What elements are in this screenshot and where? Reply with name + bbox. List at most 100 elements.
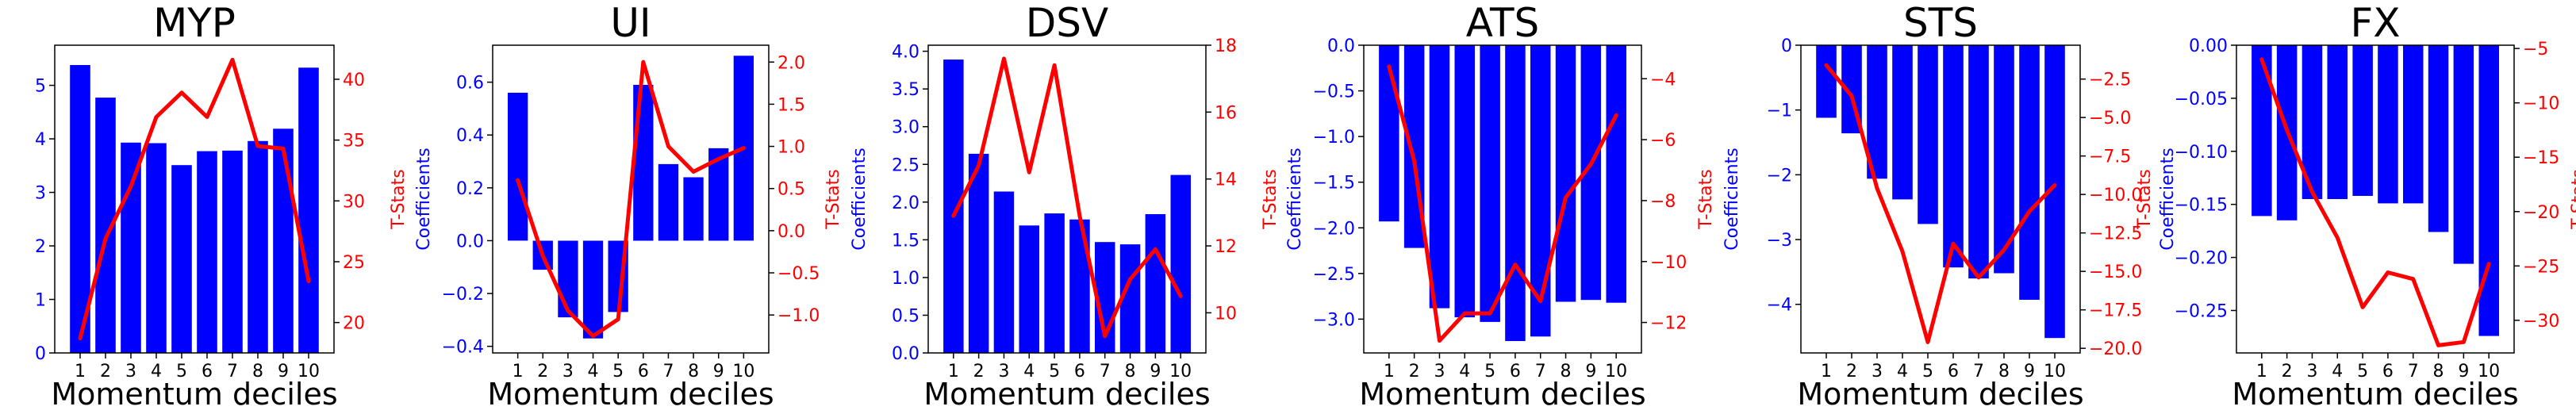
x-tick-label: 5 (1484, 362, 1495, 381)
tstat-line (1824, 63, 2057, 344)
y-tick-label: 4 (35, 130, 46, 150)
y-tick-label: 2.5 (892, 155, 919, 175)
chart-title: ATS (1466, 0, 1540, 46)
y2-tick-label: −8 (1650, 192, 1676, 212)
y2-tick-label: 1.0 (777, 138, 805, 158)
x-tick-label: 10 (1169, 362, 1192, 381)
bar-3 (1429, 45, 1450, 309)
x-axis-label: Momentum deciles (2232, 377, 2518, 412)
x-tick-label: 1 (75, 362, 86, 381)
y-axis-label: Coefficients (1722, 148, 1742, 250)
axes-frame (54, 44, 335, 354)
bar-5 (1480, 45, 1500, 322)
bar-6 (2378, 45, 2398, 204)
x-tick-label: 4 (1459, 362, 1470, 381)
axes-frame (927, 44, 1207, 354)
x-tick-label: 1 (1821, 362, 1832, 381)
y2-tick-label: −10 (1650, 253, 1687, 273)
bar-6 (1943, 45, 1964, 268)
chart-panel-dsv: 1 2 3 4 5 6 7 8 9 100.00.51.01.52.02.53.03.54.010… (850, 0, 1280, 412)
y-tick-label: −1.5 (1313, 174, 1355, 194)
y2-tick-label: −25 (2523, 257, 2559, 277)
x-tick-label: 6 (1074, 362, 1085, 381)
x-tick-label: 5 (176, 362, 187, 381)
tstat-line (1387, 64, 1618, 343)
bar-7 (2403, 45, 2424, 204)
bar-1 (2252, 45, 2272, 217)
y-tick-label: 0.00 (2189, 36, 2228, 56)
x-tick-label: 2 (973, 362, 985, 381)
y2-tick-label: 18 (1215, 36, 1237, 56)
x-tick-label: 1 (513, 362, 524, 381)
x-tick-label: 7 (1100, 362, 1111, 381)
x-axis-label: Momentum deciles (1359, 377, 1645, 412)
x-tick-label: 4 (151, 362, 162, 381)
x-tick-label: 5 (2357, 362, 2368, 381)
x-tick-label: 4 (1023, 362, 1035, 381)
x-tick-label: 2 (1409, 362, 1420, 381)
x-tick-label: 6 (2382, 362, 2394, 381)
y2-tick-label: 2.0 (777, 53, 805, 73)
bar-1 (1379, 45, 1399, 222)
x-tick-label: 3 (2306, 362, 2317, 381)
x-tick-label: 2 (1846, 362, 1857, 381)
y-tick-label: 2 (35, 237, 46, 257)
axes-frame (2236, 44, 2515, 354)
x-tick-label: 3 (562, 362, 574, 381)
bar-1 (508, 92, 528, 241)
x-tick-label: 8 (1125, 362, 1136, 381)
x-tick-label: 6 (202, 362, 213, 381)
bar-9 (273, 128, 294, 354)
axes-frame (1363, 44, 1642, 354)
bar-7 (1968, 45, 1989, 279)
y2-tick-label: −12 (1650, 314, 1687, 334)
x-tick-label: 2 (2282, 362, 2293, 381)
y-tick-label: −0.2 (442, 285, 484, 305)
y-tick-label: 0.0 (456, 232, 484, 251)
x-tick-label: 8 (1998, 362, 2010, 381)
y-tick-label: 1.0 (892, 269, 919, 289)
y-tick-label: −0.25 (2175, 301, 2228, 321)
bar-2 (968, 153, 989, 353)
x-tick-label: 7 (2408, 362, 2419, 381)
bar-1 (1816, 45, 1837, 118)
tstat-line (78, 57, 311, 341)
x-tick-label: 7 (227, 362, 238, 381)
axes-frame (1800, 44, 2081, 354)
x-axis-label: Momentum deciles (487, 377, 774, 412)
y2-axis-label: T-Stats (2135, 169, 2155, 230)
bar-10 (1170, 174, 1191, 353)
y2-tick-label: −20 (2523, 203, 2559, 223)
chart-title: FX (2350, 0, 2400, 46)
y2-tick-label: −6 (1650, 131, 1676, 151)
bar-3 (121, 142, 141, 354)
y2-tick-label: −0.5 (777, 264, 820, 284)
y-tick-label: 0 (1781, 36, 1792, 56)
x-tick-label: 8 (2433, 362, 2444, 381)
y2-tick-label: 40 (343, 71, 365, 90)
y2-tick-label: 35 (343, 132, 365, 151)
y2-tick-label: −10.0 (2089, 186, 2142, 205)
tstat-line (516, 59, 746, 339)
chart-panel-ui: 1 2 3 4 5 6 7 8 9 10 −0.4 −0.2 0.0 0.2 0.4 0.6 −1.0 −0.5 0… (414, 0, 843, 412)
y-tick-label: −2.0 (1313, 219, 1355, 239)
x-tick-label: 6 (1510, 362, 1521, 381)
y-tick-label: −3.0 (1313, 310, 1355, 330)
x-tick-label: 5 (1049, 362, 1060, 381)
y-tick-label: −4 (1767, 296, 1792, 316)
axes-frame (492, 44, 770, 354)
y-tick-label: 0.0 (1327, 36, 1355, 56)
y2-tick-label: 12 (1215, 237, 1237, 257)
bar-5 (1044, 213, 1065, 353)
y2-tick-label: −15 (2523, 148, 2559, 168)
x-tick-label: 3 (125, 362, 136, 381)
x-tick-label: 6 (1948, 362, 1959, 381)
bar-8 (683, 177, 704, 241)
chart-panel-sts: 1 2 3 4 5 6 7 8 9 10 0 −1 −2 −3 −4 −2.5 −5.0 −7.5 −10.0 −12… (1722, 0, 2155, 412)
x-tick-label: 2 (100, 362, 111, 381)
bar-5 (1918, 45, 1938, 224)
bar-6 (1069, 219, 1090, 353)
y2-tick-label: −17.5 (2089, 301, 2142, 321)
bar-6 (633, 85, 654, 241)
y2-tick-label: −5.0 (2089, 109, 2131, 128)
